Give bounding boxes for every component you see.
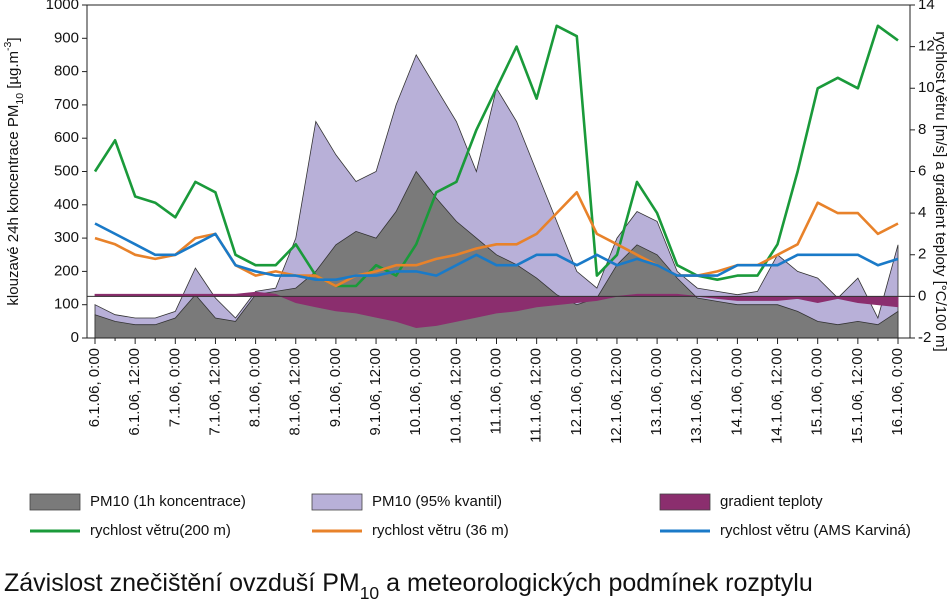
- y2-tick-label: -2: [918, 329, 931, 346]
- x-tick-label: 8.1.06, 12:00: [287, 348, 304, 436]
- legend-label: gradient teploty: [720, 493, 823, 510]
- x-tick-label: 13.1.06, 12:00: [688, 348, 705, 444]
- x-tick-label: 9.1.06, 12:00: [367, 348, 384, 436]
- legend-label: rychlost větru (AMS Karviná): [720, 522, 911, 539]
- chart-title-part: a meteorologických podmínek rozptylu: [379, 569, 813, 597]
- x-tick-label: 11.1.06, 12:00: [528, 348, 545, 443]
- y2-tick-label: 12: [918, 38, 935, 55]
- y2-tick-label: 0: [918, 287, 926, 304]
- y-tick-label: 500: [54, 162, 79, 179]
- y-tick-label: 1000: [46, 0, 79, 13]
- x-tick-label: 13.1.06, 0:00: [648, 348, 665, 436]
- y-tick-label: 600: [54, 129, 79, 146]
- y2-tick-label: 6: [918, 162, 926, 179]
- y2-tick-label: 10: [918, 79, 935, 96]
- y-axis-label-part: -3: [2, 41, 14, 50]
- x-tick-label: 10.1.06, 0:00: [407, 348, 424, 436]
- y-tick-label: 300: [54, 229, 79, 246]
- x-tick-label: 11.1.06, 0:00: [487, 348, 504, 434]
- y-axis-label-part: ]: [5, 37, 22, 41]
- x-tick-label: 7.1.06, 0:00: [166, 348, 183, 427]
- x-tick-label: 14.1.06, 12:00: [769, 348, 786, 444]
- line: [94, 222, 899, 281]
- legend-label: PM10 (1h koncentrace): [90, 493, 246, 510]
- x-tick-label: 12.1.06, 0:00: [568, 348, 585, 436]
- legend-swatch: [659, 493, 711, 511]
- y-tick-label: 200: [54, 262, 79, 279]
- chart-title-part: 10: [360, 583, 380, 603]
- x-tick-label: 7.1.06, 12:00: [206, 348, 223, 436]
- y-axis-label-part: 10: [14, 93, 26, 105]
- area: [94, 291, 899, 329]
- area: [94, 54, 899, 339]
- y-axis-label-part: klouzavé 24h koncentrace PM: [5, 105, 22, 306]
- x-tick-label: 15.1.06, 12:00: [849, 348, 866, 444]
- y-tick-label: 0: [71, 329, 79, 346]
- legend-swatch: [29, 493, 81, 511]
- x-tick-label: 9.1.06, 0:00: [327, 348, 344, 427]
- y2-tick-label: 14: [918, 0, 935, 13]
- plot-area: [87, 24, 910, 339]
- y-axis-label-part: [µg.m: [5, 51, 22, 93]
- y2-axis-label: rychlost větru [m/s] a gradient teploty …: [932, 31, 949, 351]
- y-tick-label: 400: [54, 196, 79, 213]
- y-tick-label: 100: [54, 296, 79, 313]
- y2-tick-label: 4: [918, 204, 926, 221]
- x-tick-label: 14.1.06, 0:00: [728, 348, 745, 436]
- x-tick-label: 15.1.06, 0:00: [809, 348, 826, 436]
- y-tick-label: 800: [54, 63, 79, 80]
- x-tick-label: 10.1.06, 12:00: [447, 348, 464, 444]
- legend-label: PM10 (95% kvantil): [372, 493, 502, 510]
- y2-tick-label: 8: [918, 121, 926, 138]
- y-tick-label: 900: [54, 29, 79, 46]
- x-tick-label: 8.1.06, 0:00: [247, 348, 264, 427]
- chart-title-part: Závislost znečištění ovzduší PM: [4, 569, 360, 597]
- x-tick-label: 16.1.06, 0:00: [889, 348, 906, 436]
- legend-label: rychlost větru (36 m): [372, 522, 509, 539]
- x-tick-label: 6.1.06, 0:00: [86, 348, 103, 427]
- legend-label: rychlost větru(200 m): [90, 522, 231, 539]
- y-axis-label: klouzavé 24h koncentrace PM10 [µg.m-3]: [2, 37, 26, 305]
- legend-swatch: [311, 493, 363, 511]
- y-tick-label: 700: [54, 96, 79, 113]
- x-tick-label: 12.1.06, 12:00: [608, 348, 625, 444]
- y2-tick-label: 2: [918, 246, 926, 263]
- chart-title: Závislost znečištění ovzduší PM10 a mete…: [4, 569, 813, 603]
- x-tick-label: 6.1.06, 12:00: [126, 348, 143, 436]
